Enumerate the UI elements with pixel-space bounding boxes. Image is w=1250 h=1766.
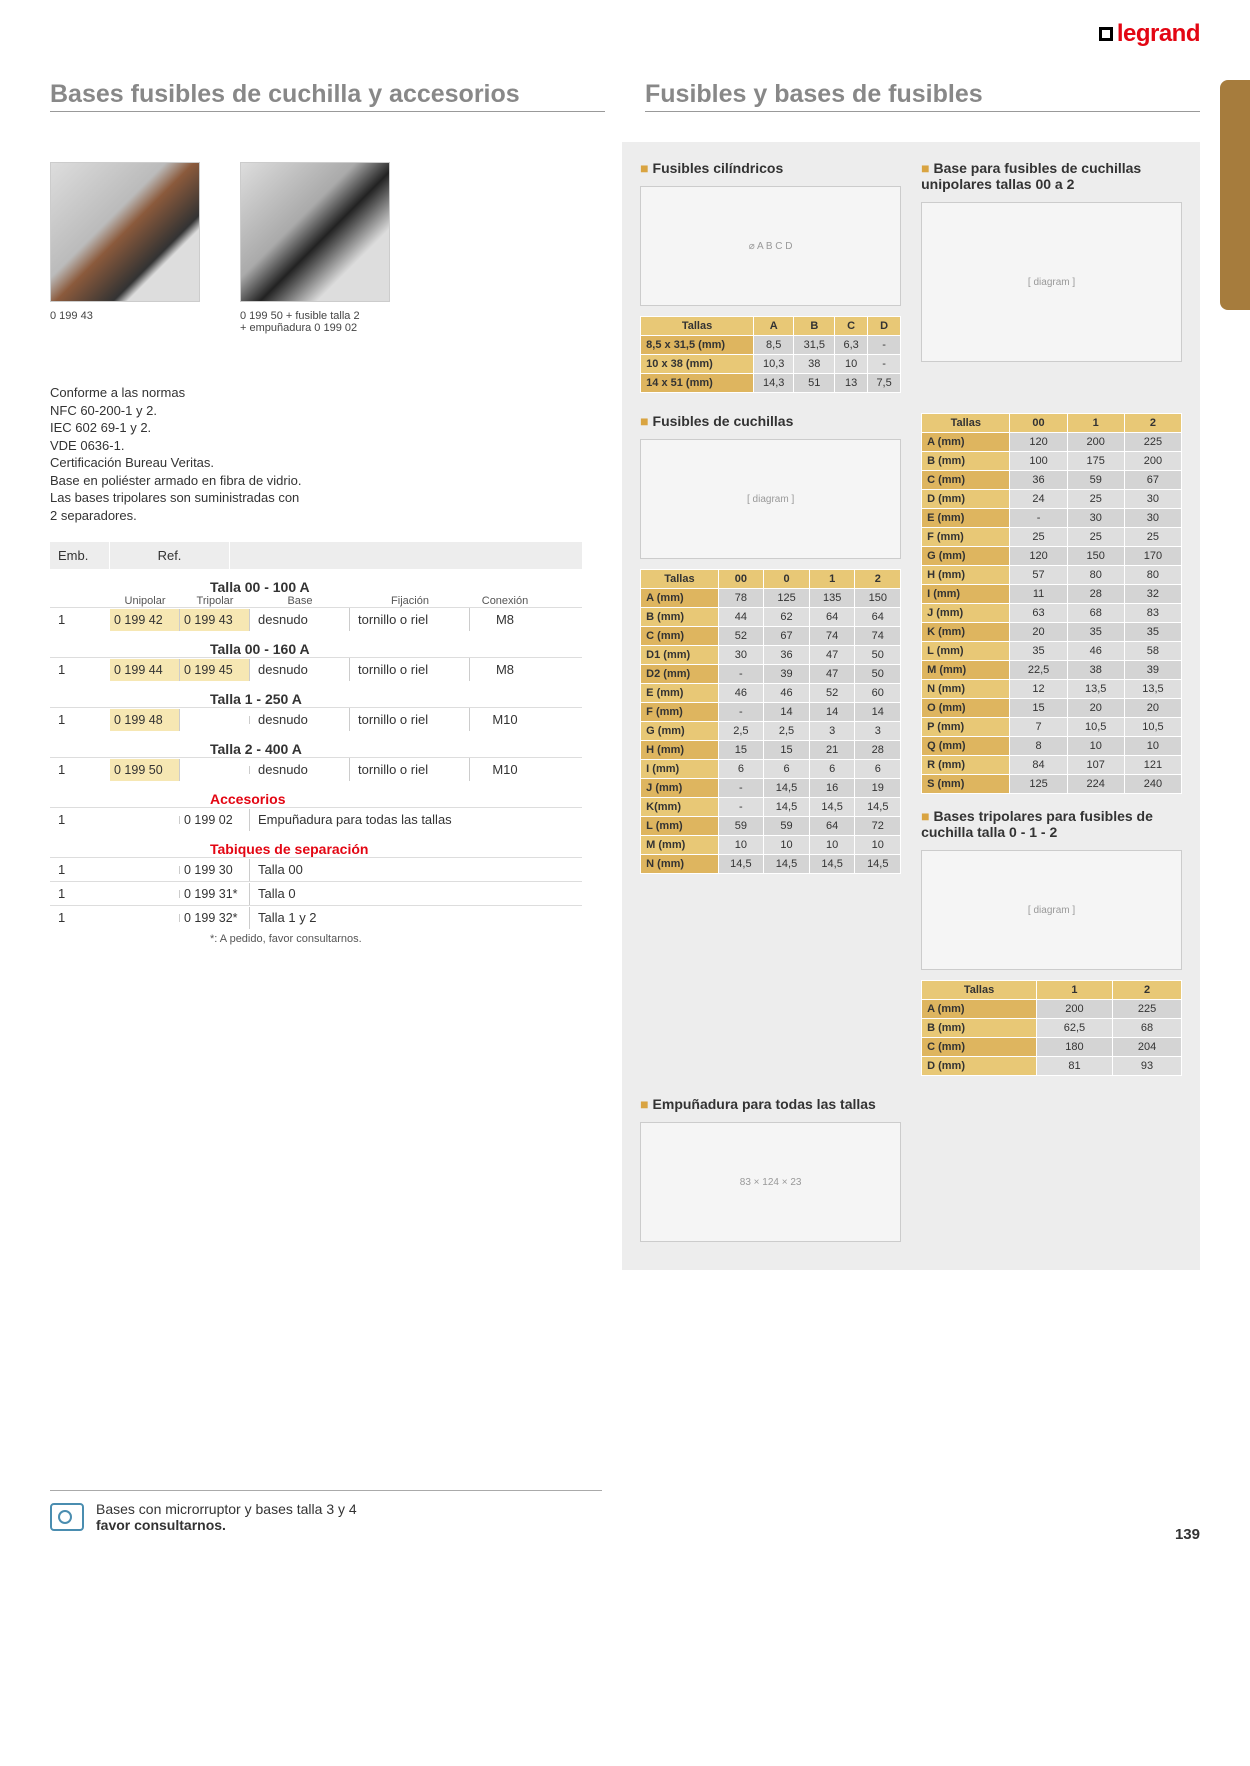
right-column: Fusibles cilíndricos ⌀ A B C D TallasABC… [622, 142, 1200, 1270]
cilindricos-title: Fusibles cilíndricos [640, 160, 901, 176]
logo-text: legrand [1117, 20, 1200, 48]
consult-icon [50, 1503, 84, 1531]
logo-icon [1099, 27, 1113, 41]
base-unipolar-diagram: [ diagram ] [921, 202, 1182, 362]
ref-row: 10 199 31*Talla 0 [50, 881, 582, 905]
ref-row: 10 199 30Talla 00 [50, 857, 582, 881]
tripolares-table: Tallas12A (mm)200225B (mm)62,568C (mm)18… [921, 980, 1182, 1076]
footer-separator [50, 1490, 602, 1491]
ref-row: 1 0 199 42 0 199 43 desnudo tornillo o r… [50, 607, 582, 631]
ref-row: 1 0 199 50 desnudo tornillo o riel M10 [50, 757, 582, 781]
brand-logo: legrand [1099, 20, 1200, 48]
product-caption-1: 0 199 43 [50, 310, 93, 322]
reference-table: Emb. Ref. Talla 00 - 100 AUnipolarTripol… [50, 542, 582, 945]
page-number: 139 [1175, 1526, 1200, 1543]
header-left: Bases fusibles de cuchilla y accesorios [50, 80, 605, 109]
product-caption-2: 0 199 50 + fusible talla 2 + empuñadura … [240, 310, 360, 334]
ref-row: 10 199 02Empuñadura para todas las talla… [50, 807, 582, 831]
side-tab [1220, 80, 1250, 310]
cuchillas-title: Fusibles de cuchillas [640, 413, 901, 429]
tripolares-diagram: [ diagram ] [921, 850, 1182, 970]
cuchillas-table: Tallas00012A (mm)78125135150B (mm)446264… [640, 569, 901, 874]
ref-row: 1 0 199 44 0 199 45 desnudo tornillo o r… [50, 657, 582, 681]
product-images: 0 199 43 0 199 50 + fusible talla 2 + em… [50, 142, 582, 344]
product-image-1 [50, 162, 200, 302]
cilindricos-diagram: ⌀ A B C D [640, 186, 901, 306]
tabiques-title: Tabiques de separación [50, 841, 582, 857]
header-right: Fusibles y bases de fusibles [645, 80, 1200, 109]
th-ref: Ref. [110, 542, 230, 569]
footer-line1: Bases con microrruptor y bases talla 3 y… [96, 1501, 357, 1517]
th-emb: Emb. [50, 542, 110, 569]
tallas-right-table: Tallas0012A (mm)120200225B (mm)100175200… [921, 413, 1182, 794]
norms-text: Conforme a las normasNFC 60-200-1 y 2.IE… [50, 384, 582, 524]
base-unipolar-title: Base para fusibles de cuchillas unipolar… [921, 160, 1182, 192]
ref-row: 1 0 199 48 desnudo tornillo o riel M10 [50, 707, 582, 731]
tripolares-title: Bases tripolares para fusibles de cuchil… [921, 808, 1182, 840]
cilindricos-table: TallasABCD8,5 x 31,5 (mm)8,531,56,3-10 x… [640, 316, 901, 393]
accesorios-title: Accesorios [50, 791, 582, 807]
footer-line2: favor consultarnos. [96, 1517, 357, 1533]
left-column: 0 199 43 0 199 50 + fusible talla 2 + em… [50, 142, 582, 1270]
footer: Bases con microrruptor y bases talla 3 y… [50, 1501, 1200, 1533]
product-image-2 [240, 162, 390, 302]
empunadura-title: Empuñadura para todas las tallas [640, 1096, 901, 1112]
tabiques-footnote: *: A pedido, favor consultarnos. [50, 933, 582, 945]
ref-row: 10 199 32*Talla 1 y 2 [50, 905, 582, 929]
empunadura-diagram: 83 × 124 × 23 [640, 1122, 901, 1242]
page-headers: Bases fusibles de cuchilla y accesorios … [50, 80, 1200, 109]
cuchillas-diagram: [ diagram ] [640, 439, 901, 559]
